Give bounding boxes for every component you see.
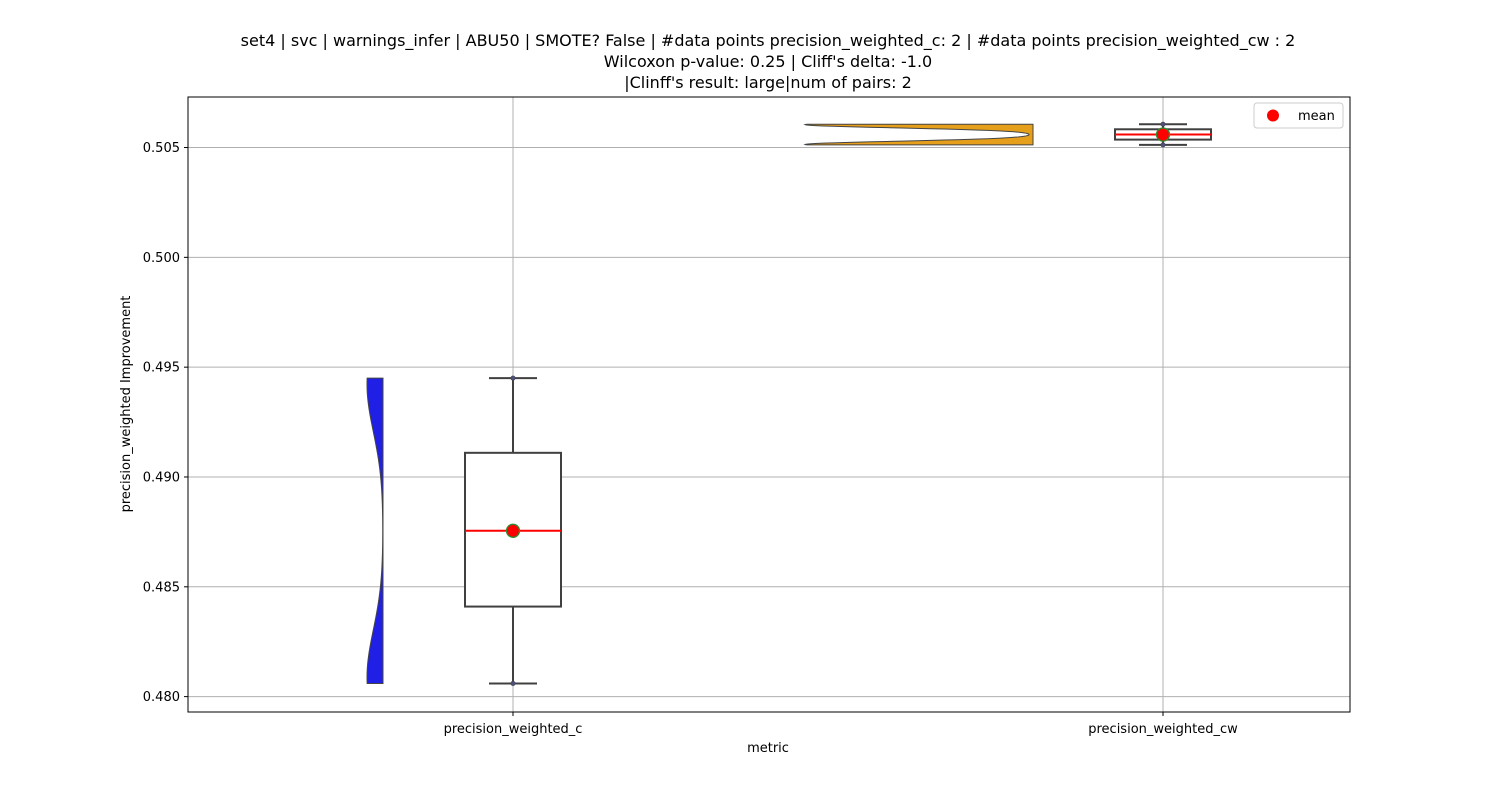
legend: mean xyxy=(1253,102,1344,129)
data-point xyxy=(510,680,516,686)
y-axis-label: precision_weighted Improvement xyxy=(119,296,134,513)
boxplot-precision_weighted_c xyxy=(464,375,562,686)
legend-marker-mean xyxy=(1267,109,1279,122)
legend-box xyxy=(1253,102,1344,129)
chart-title: set4 | svc | warnings_infer | ABU50 | SM… xyxy=(241,31,1296,92)
y-tick-label: 0.490 xyxy=(143,470,180,485)
y-axis-ticks: 0.480 0.485 0.490 0.495 0.500 0.505 xyxy=(143,141,188,705)
grid xyxy=(188,97,1350,712)
plot-frame xyxy=(187,96,1351,713)
violin-precision_weighted_cw xyxy=(803,123,1034,146)
data-point xyxy=(510,375,516,381)
data-point xyxy=(1160,142,1166,148)
violin-precision_weighted_c xyxy=(366,377,384,684)
x-axis-ticks: precision_weighted_c precision_weighted_c… xyxy=(444,712,1238,737)
y-tick-label: 0.495 xyxy=(143,361,180,376)
y-tick-label: 0.505 xyxy=(143,141,180,156)
y-tick-label: 0.500 xyxy=(143,251,180,266)
mean-marker xyxy=(1155,127,1171,142)
title-line-1: set4 | svc | warnings_infer | ABU50 | SM… xyxy=(241,31,1296,51)
y-tick-label: 0.485 xyxy=(143,580,180,595)
x-axis-label: metric xyxy=(747,741,789,756)
x-tick-label: precision_weighted_c xyxy=(444,722,583,737)
violins xyxy=(366,123,1034,684)
data-point xyxy=(1160,121,1166,127)
boxplots xyxy=(464,121,1212,686)
title-line-2: Wilcoxon p-value: 0.25 | Cliff's delta: … xyxy=(604,52,932,71)
boxplot-precision_weighted_cw xyxy=(1114,121,1212,148)
x-tick-label: precision_weighted_cw xyxy=(1088,722,1238,737)
mean-marker xyxy=(505,523,521,538)
legend-label-mean: mean xyxy=(1298,109,1335,124)
title-line-3: |Clinff's result: large|num of pairs: 2 xyxy=(624,73,912,92)
y-tick-label: 0.480 xyxy=(143,690,180,705)
